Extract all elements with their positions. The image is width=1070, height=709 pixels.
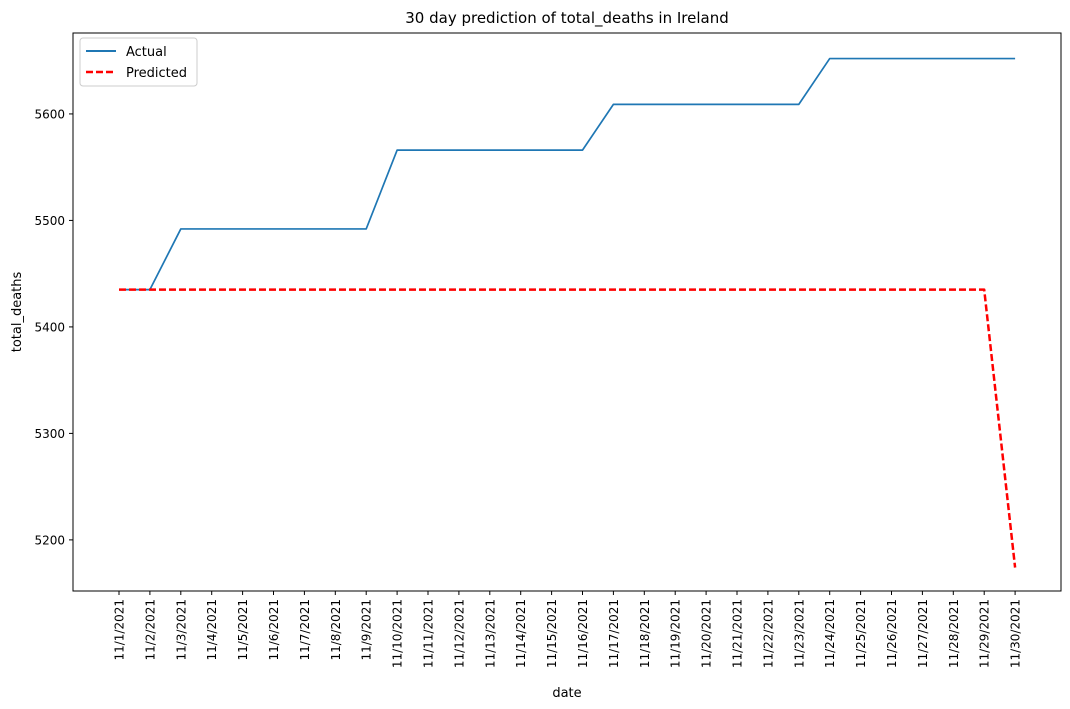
x-tick-label: 11/14/2021: [514, 599, 528, 668]
x-tick-label: 11/17/2021: [607, 599, 621, 668]
x-tick-label: 11/1/2021: [113, 599, 127, 661]
x-tick-label: 11/23/2021: [792, 599, 806, 668]
plot-area-frame: [72, 32, 1062, 592]
x-tick-label: 11/8/2021: [329, 599, 343, 661]
x-tick-label: 11/4/2021: [205, 599, 219, 661]
x-tick-label: 11/6/2021: [267, 599, 281, 661]
x-tick-label: 11/20/2021: [700, 599, 714, 668]
y-tick-label: 5300: [34, 427, 65, 441]
series-line-actual: [119, 57, 1016, 291]
chart-title: 30 day prediction of total_deaths in Ire…: [405, 9, 729, 28]
x-tick-label: 11/11/2021: [422, 599, 436, 668]
series-line-predicted: [119, 288, 1017, 568]
x-axis-label: date: [552, 686, 581, 701]
y-tick-label: 5200: [34, 533, 65, 547]
x-tick-label: 11/27/2021: [916, 599, 930, 668]
x-tick-label: 11/30/2021: [1009, 599, 1023, 668]
x-tick-label: 11/7/2021: [298, 599, 312, 661]
legend: Actual Predicted: [79, 37, 198, 87]
x-tick-label: 11/28/2021: [947, 599, 961, 668]
x-tick-label: 11/22/2021: [761, 599, 775, 668]
x-tick-label: 11/25/2021: [854, 599, 868, 668]
y-axis-label: total_deaths: [10, 272, 25, 353]
x-tick-label: 11/3/2021: [174, 599, 188, 661]
legend-label-predicted: Predicted: [126, 66, 187, 81]
x-tick-label: 11/19/2021: [669, 599, 683, 668]
x-tick-label: 11/21/2021: [731, 599, 745, 668]
x-tick-label: 11/15/2021: [545, 599, 559, 668]
x-tick-label: 11/29/2021: [978, 599, 992, 668]
x-tick-label: 11/18/2021: [638, 599, 652, 668]
x-tick-label: 11/2/2021: [143, 599, 157, 661]
x-tick-label: 11/16/2021: [576, 599, 590, 668]
y-tick-label: 5400: [34, 320, 65, 334]
y-tick-label: 5600: [34, 107, 65, 121]
y-tick-label: 5500: [34, 214, 65, 228]
x-tick-label: 11/9/2021: [360, 599, 374, 661]
x-tick-label: 11/10/2021: [391, 599, 405, 668]
x-tick-label: 11/13/2021: [483, 599, 497, 668]
series-layer: [119, 57, 1017, 568]
legend-label-actual: Actual: [126, 45, 167, 60]
x-axis: 11/1/2021 11/2/2021 11/3/2021 11/4/2021 11/5…: [113, 591, 1023, 668]
x-tick-label: 11/24/2021: [823, 599, 837, 668]
x-tick-label: 11/12/2021: [452, 599, 466, 668]
x-tick-label: 11/5/2021: [236, 599, 250, 661]
y-axis: 5200 5300 5400 5500 5600: [34, 107, 73, 547]
x-tick-label: 11/26/2021: [885, 599, 899, 668]
